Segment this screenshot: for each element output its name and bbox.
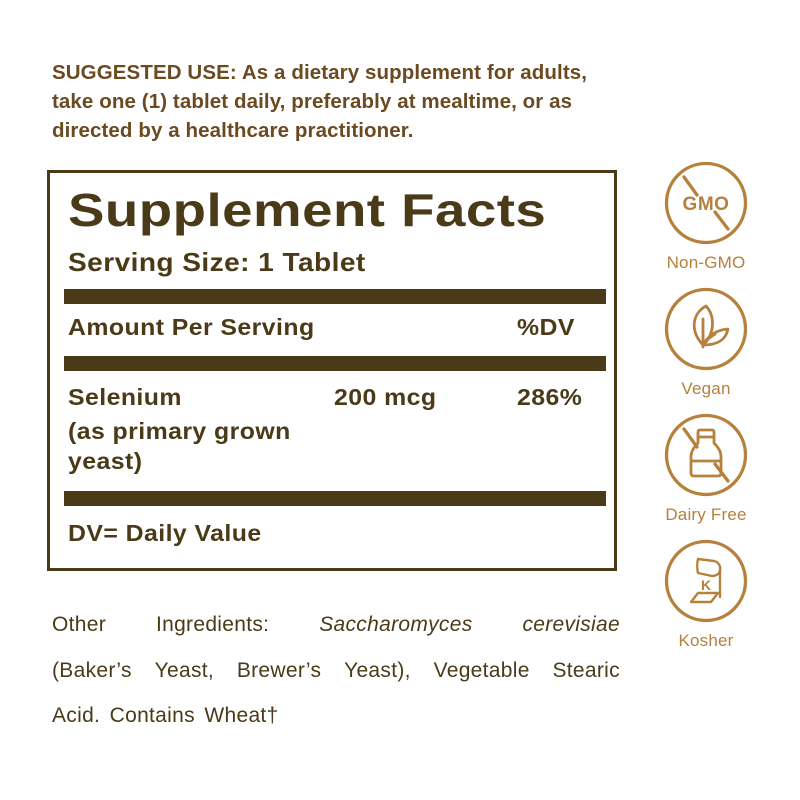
svg-text:K: K (701, 577, 711, 593)
svg-text:GMO: GMO (683, 194, 730, 215)
